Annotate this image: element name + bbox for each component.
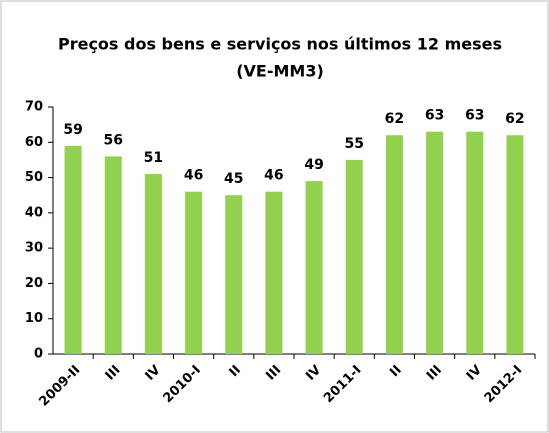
value-label: 55	[345, 136, 364, 152]
value-label: 45	[224, 171, 243, 187]
bar	[506, 135, 524, 354]
value-label: 59	[63, 122, 82, 138]
bar	[426, 131, 444, 354]
value-label: 46	[264, 168, 283, 184]
value-label: 51	[144, 150, 163, 166]
y-tick-label: 30	[25, 241, 43, 256]
y-tick-label: 40	[25, 205, 43, 220]
value-label: 62	[505, 111, 524, 127]
value-label: 63	[465, 108, 484, 124]
bar	[225, 195, 243, 354]
chart-title: Preços dos bens e serviços nos últimos 1…	[58, 35, 502, 54]
bar	[104, 156, 122, 354]
y-tick-label: 50	[25, 170, 43, 185]
chart-subtitle: (VE-MM3)	[236, 62, 324, 81]
y-tick-label: 20	[25, 276, 43, 291]
value-label: 49	[304, 157, 323, 173]
bar	[144, 174, 162, 354]
value-label: 46	[184, 168, 203, 184]
y-tick-label: 60	[25, 135, 43, 150]
bar	[385, 135, 403, 354]
value-label: 62	[385, 111, 404, 127]
y-tick-label: 70	[25, 100, 43, 115]
value-label: 63	[425, 108, 444, 124]
bar	[305, 181, 323, 354]
bar	[345, 159, 363, 354]
bar	[466, 131, 484, 354]
bar	[185, 191, 203, 354]
bar	[64, 145, 82, 354]
bar	[265, 191, 283, 354]
y-tick-label: 10	[25, 311, 43, 326]
y-tick-label: 0	[34, 347, 43, 362]
value-label: 56	[104, 132, 123, 148]
